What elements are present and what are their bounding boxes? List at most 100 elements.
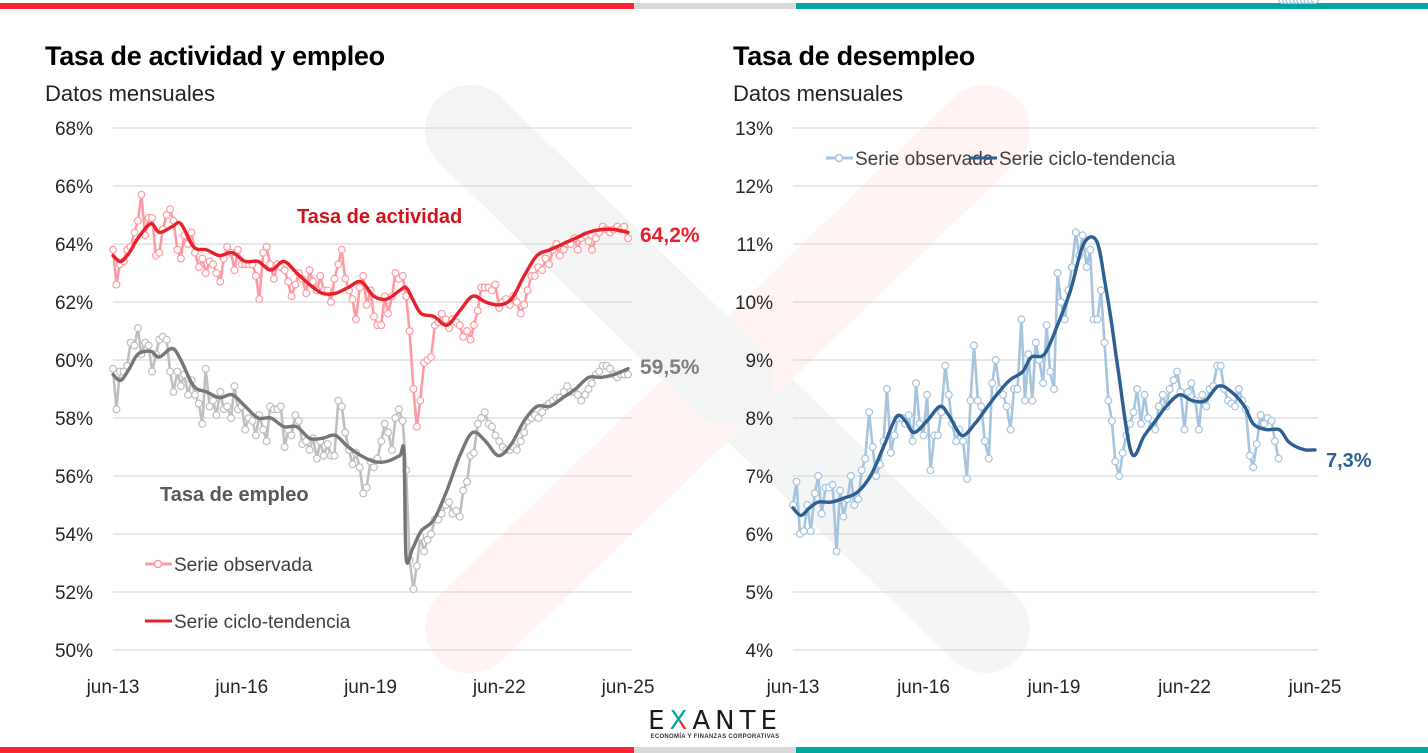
actividad-observada-point bbox=[194, 263, 203, 272]
left-chart: 50% 52% 54% 56% 58% 60% 62% 64% 66% 68% jun-13 jun-… bbox=[55, 119, 654, 698]
actividad-observada-point bbox=[327, 298, 336, 307]
empleo-observada-point bbox=[463, 477, 472, 486]
bottom-bar-gray bbox=[634, 747, 796, 753]
right-chart-subtitle: Datos mensuales bbox=[733, 81, 903, 106]
actividad-observada-point bbox=[133, 216, 142, 225]
actividad-observada-point bbox=[369, 312, 378, 321]
desempleo-observada-point bbox=[977, 402, 986, 411]
desempleo-observada-point bbox=[1100, 338, 1109, 347]
desempleo-observada-point bbox=[1107, 416, 1116, 425]
actividad-observada-point bbox=[620, 222, 629, 231]
y-tick-label: 52% bbox=[55, 583, 93, 604]
empleo-observada-point bbox=[198, 419, 207, 428]
actividad-observada-point bbox=[259, 248, 268, 257]
actividad-observada-point bbox=[176, 254, 185, 263]
desempleo-observada-point bbox=[882, 385, 891, 394]
actividad-observada-point bbox=[623, 234, 632, 243]
desempleo-observada-point bbox=[1002, 402, 1011, 411]
actividad-observada-point bbox=[591, 234, 600, 243]
actividad-observada-point bbox=[516, 309, 525, 318]
desempleo-observada-point bbox=[1180, 425, 1189, 434]
empleo-observada-point bbox=[348, 460, 357, 469]
desempleo-tendencia-line bbox=[791, 235, 1317, 518]
actividad-observada-point bbox=[459, 332, 468, 341]
actividad-observada-point bbox=[334, 260, 343, 269]
desempleo-observada-point bbox=[1093, 315, 1102, 324]
actividad-observada-point bbox=[466, 335, 475, 344]
actividad-observada-point bbox=[287, 292, 296, 301]
desempleo-observada-point bbox=[1252, 440, 1261, 449]
desempleo-observada-point bbox=[1078, 231, 1087, 240]
desempleo-observada-point bbox=[1006, 425, 1015, 434]
empleo-observada-point bbox=[108, 364, 117, 373]
empleo-observada-point bbox=[391, 414, 400, 423]
desempleo-observada-point bbox=[984, 454, 993, 463]
empleo-observada-point bbox=[212, 411, 221, 420]
top-bar-red bbox=[0, 3, 634, 9]
left-chart-subtitle: Datos mensuales bbox=[45, 81, 215, 106]
actividad-observada-point bbox=[416, 396, 425, 405]
y-tick-label: 13% bbox=[735, 119, 773, 140]
empleo-observada-point bbox=[427, 529, 436, 538]
empleo-observada-point bbox=[223, 402, 232, 411]
desempleo-observada-point bbox=[1118, 448, 1127, 457]
annotation-tasa-actividad: Tasa de actividad bbox=[297, 206, 462, 228]
empleo-observada-point bbox=[112, 405, 121, 414]
x-tick-label: jun-16 bbox=[214, 677, 268, 698]
legend-tendencia-label-right: Serie ciclo-tendencia bbox=[999, 149, 1176, 170]
y-tick-label: 5% bbox=[746, 583, 774, 604]
desempleo-observada-point bbox=[1056, 298, 1065, 307]
actividad-observada-point bbox=[377, 321, 386, 330]
actividad-observada-point bbox=[412, 422, 421, 431]
y-tick-label: 68% bbox=[55, 119, 93, 140]
actividad-observada-point bbox=[280, 266, 289, 275]
actividad-observada-point bbox=[305, 266, 314, 275]
desempleo-observada-point bbox=[1154, 402, 1163, 411]
empleo-observada-point bbox=[409, 585, 418, 594]
empleo-observada-point bbox=[166, 367, 175, 376]
empleo-observada-point bbox=[205, 402, 214, 411]
left-chart-title: Tasa de actividad y empleo bbox=[45, 41, 385, 71]
desempleo-observada-point bbox=[904, 411, 913, 420]
empleo-tendencia-line bbox=[111, 346, 630, 565]
empleo-observada-point bbox=[148, 367, 157, 376]
empleo-observada-point bbox=[294, 416, 303, 425]
empleo-observada-point bbox=[563, 382, 572, 391]
empleo-observada-point bbox=[469, 448, 478, 457]
actividad-observada-point bbox=[201, 269, 210, 278]
desempleo-observada-point bbox=[857, 466, 866, 475]
actividad-observada-point bbox=[491, 280, 500, 289]
empleo-observada-point bbox=[323, 440, 332, 449]
actividad-observada-point bbox=[266, 260, 275, 269]
desempleo-observada-point bbox=[999, 390, 1008, 399]
desempleo-observada-point bbox=[1136, 419, 1145, 428]
desempleo-observada-point bbox=[1082, 263, 1091, 272]
y-tick-label: 60% bbox=[55, 351, 93, 372]
desempleo-observada-point bbox=[1230, 402, 1239, 411]
actividad-observada-point bbox=[255, 295, 264, 304]
desempleo-observada-point bbox=[922, 390, 931, 399]
desempleo-observada-point bbox=[886, 448, 895, 457]
top-bar-gray bbox=[634, 3, 796, 9]
actividad-observada-point bbox=[302, 289, 311, 298]
label-last-empleo: 59,5% bbox=[640, 356, 700, 379]
empleo-observada-point bbox=[605, 364, 614, 373]
desempleo-observada-point bbox=[952, 437, 961, 446]
desempleo-observada-point bbox=[1198, 390, 1207, 399]
actividad-observada-point bbox=[398, 271, 407, 280]
empleo-observada-point bbox=[251, 431, 260, 440]
actividad-observada-point bbox=[230, 266, 239, 275]
empleo-observada-point bbox=[473, 419, 482, 428]
desempleo-observada-point bbox=[1169, 376, 1178, 385]
bottom-bar-teal bbox=[796, 747, 1428, 753]
desempleo-observada-point bbox=[933, 431, 942, 440]
actividad-observada-point bbox=[251, 271, 260, 280]
empleo-observada-point bbox=[423, 535, 432, 544]
actividad-observada-point bbox=[291, 280, 300, 289]
empleo-observada-point bbox=[262, 437, 271, 446]
actividad-observada-point bbox=[108, 245, 117, 254]
actividad-observada-point bbox=[269, 274, 278, 283]
actividad-observada-point bbox=[520, 300, 529, 309]
x-tick-label: jun-25 bbox=[601, 677, 655, 698]
actividad-observada-point bbox=[308, 277, 317, 286]
